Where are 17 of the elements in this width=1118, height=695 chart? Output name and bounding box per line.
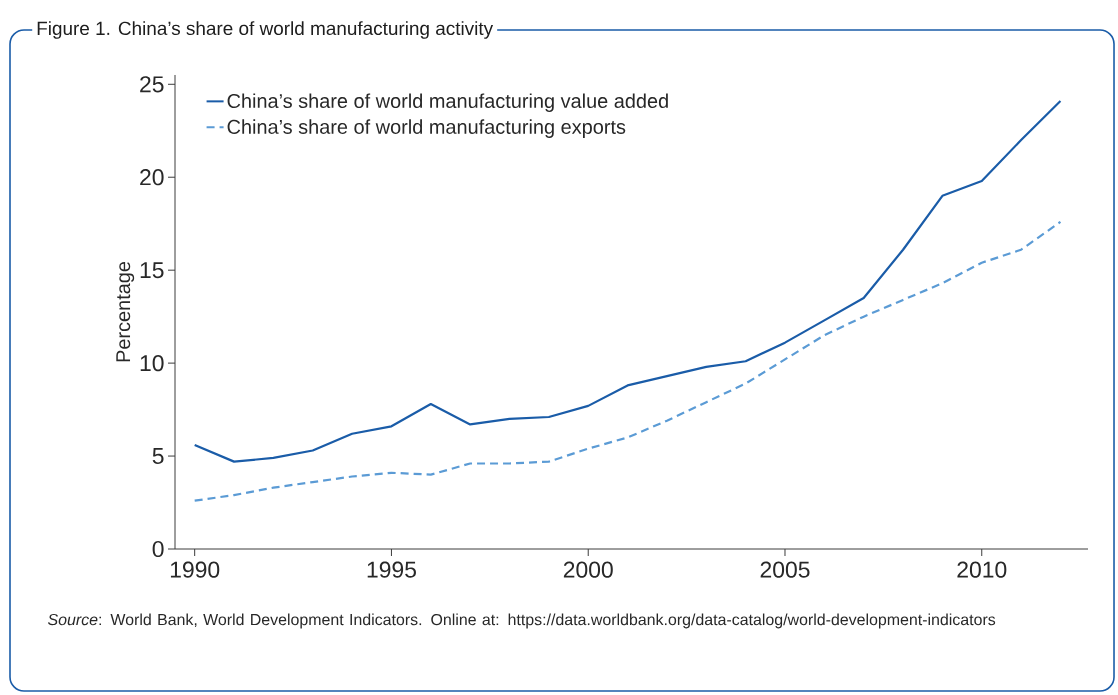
- legend-label: China’s share of world manufacturing exports: [227, 119, 626, 138]
- x-tick-label: 2000: [563, 561, 613, 578]
- y-tick-label: 15: [140, 262, 164, 279]
- chart-title: Figure 1. China’s share of world manufacturing activity: [37, 21, 494, 39]
- y-tick-label: 25: [140, 76, 164, 93]
- x-tick-label: 2010: [957, 561, 1007, 578]
- x-tick-label: 1995: [367, 561, 416, 578]
- x-tick-label: 1990: [170, 561, 220, 578]
- y-axis-title: Percentage: [116, 261, 135, 362]
- y-tick-label: 0: [152, 540, 164, 558]
- y-tick-label: 5: [152, 448, 164, 465]
- line-series: [193, 220, 1062, 502]
- x-tick-label: 2005: [760, 561, 810, 578]
- y-tick-label: 10: [140, 355, 164, 372]
- text: Source: World Bank, World Development Indicators. Online at: https://data.worldbank.org/data-catalog/world-development-indicators: [47, 613, 996, 629]
- y-tick-label: 20: [140, 169, 164, 186]
- legend-label: China’s share of world manufacturing value added: [227, 93, 668, 112]
